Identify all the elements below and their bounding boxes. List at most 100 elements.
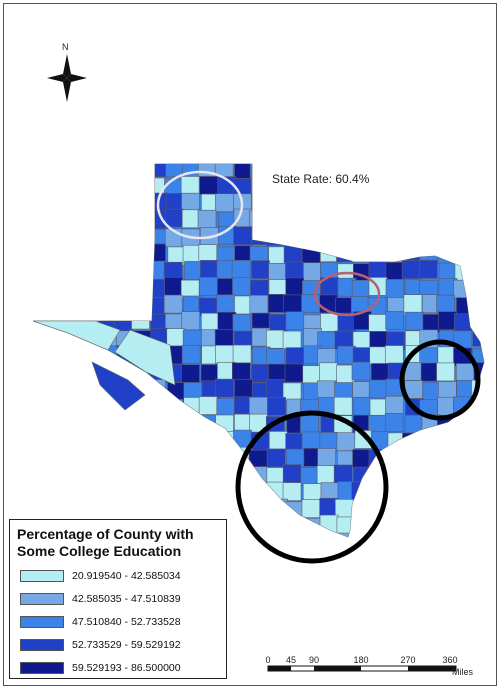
county [487,415,502,433]
county [249,164,269,178]
county [385,395,404,415]
county [113,225,133,245]
county [385,311,404,330]
county [282,193,302,212]
county [402,432,421,452]
county [197,501,217,521]
county [404,414,424,434]
county [490,432,502,450]
county [438,516,458,536]
county [351,361,371,381]
county [455,227,475,247]
county [421,228,440,248]
county [215,414,234,434]
county [422,176,441,196]
county [419,192,438,211]
county [80,450,100,470]
county [403,450,423,469]
county [79,164,99,177]
county [48,414,67,434]
county [491,501,502,519]
county-polygons [33,164,502,537]
county [316,465,336,484]
county [63,164,82,179]
county [472,327,484,347]
county [319,514,339,534]
county [164,447,184,466]
county [452,178,472,197]
county [401,533,421,537]
county [421,449,441,469]
legend-swatch [20,593,64,605]
county [336,516,356,536]
county [62,449,82,469]
county [197,209,217,229]
county [63,229,83,248]
county [435,450,455,469]
county [165,164,184,178]
county [385,262,405,281]
county [351,210,371,229]
county [232,277,251,296]
county [472,430,484,450]
county [214,329,234,348]
county [45,483,64,503]
county [437,228,456,248]
county [471,313,484,333]
county [335,227,354,247]
legend-swatch [20,639,64,651]
houston-highlight-circle [399,339,481,421]
county [48,331,68,351]
county [283,244,303,264]
county [336,432,356,452]
county [130,416,149,435]
county [320,243,339,263]
county [300,414,319,434]
south-texas-highlight-circle [235,410,389,564]
county [301,245,321,265]
county [64,413,84,433]
county [79,192,98,211]
legend-swatch [20,616,64,628]
county [471,515,484,535]
county [147,379,166,398]
county [150,465,169,485]
county [63,346,82,366]
county [352,449,371,468]
county [387,229,407,248]
county [265,516,285,536]
county [285,277,305,297]
county [456,498,476,518]
county [165,208,184,228]
county [490,177,502,195]
county [167,413,187,432]
county [490,484,502,502]
county [130,280,150,299]
county [62,466,82,485]
county [198,449,218,469]
county [33,259,51,279]
county [437,497,456,517]
county [471,499,484,518]
county [112,429,132,449]
county [48,499,68,518]
county [33,398,48,418]
county [97,499,116,518]
county [82,296,101,316]
county [472,176,484,195]
county [490,468,502,486]
county [115,447,134,467]
county [180,483,200,502]
county [388,481,407,500]
county [95,277,115,296]
county [285,261,304,281]
county [405,500,424,520]
county [99,296,119,316]
county [233,226,252,245]
county [166,328,186,347]
county [81,346,101,366]
county [285,516,305,536]
county [82,483,102,503]
county [180,279,200,299]
county [368,379,388,399]
